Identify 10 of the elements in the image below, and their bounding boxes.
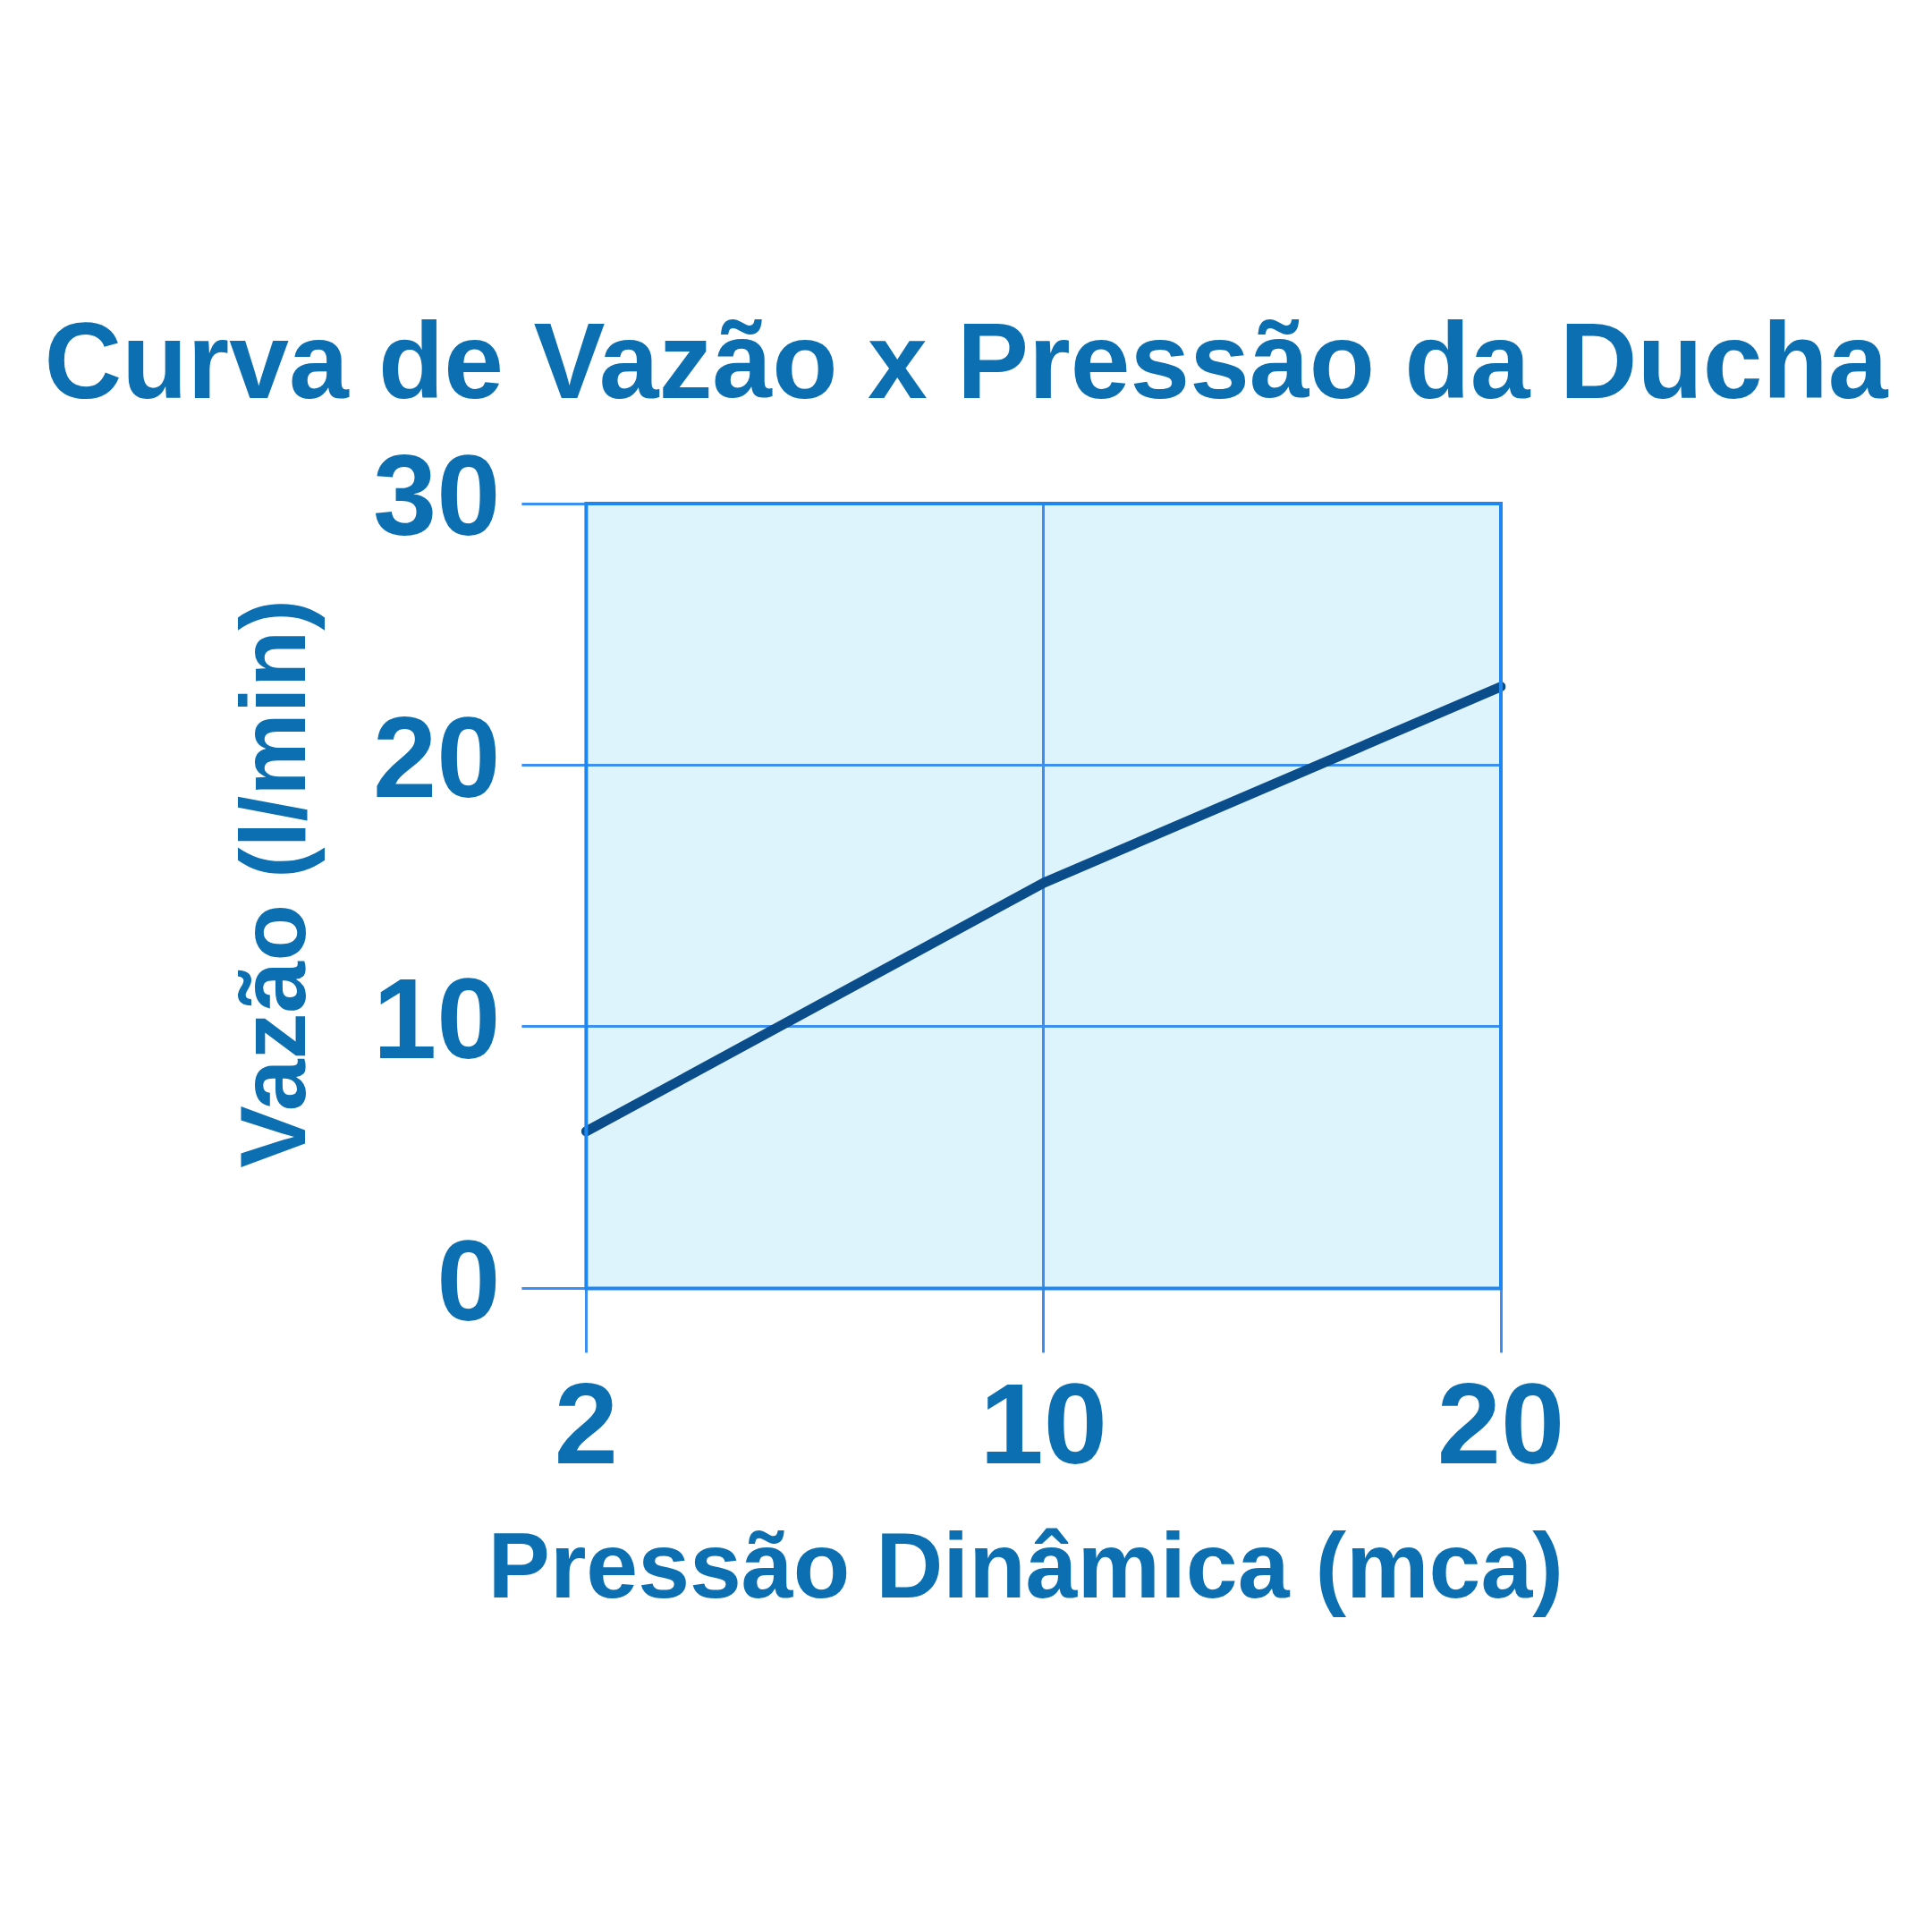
y-axis-title: Vazão (l/min) [221, 598, 326, 1168]
y-tick-label: 10 [373, 954, 501, 1083]
x-tick-label: 2 [554, 1360, 618, 1488]
chart-title: Curva de Vazão x Pressão da Ducha [44, 301, 1888, 420]
y-tick-label: 30 [373, 431, 501, 560]
x-axis-title: Pressão Dinâmica (mca) [487, 1513, 1563, 1618]
y-tick-label: 0 [436, 1216, 501, 1344]
x-tick-label: 20 [1436, 1360, 1565, 1488]
y-tick-label: 20 [373, 692, 501, 821]
x-tick-label: 10 [979, 1360, 1107, 1488]
